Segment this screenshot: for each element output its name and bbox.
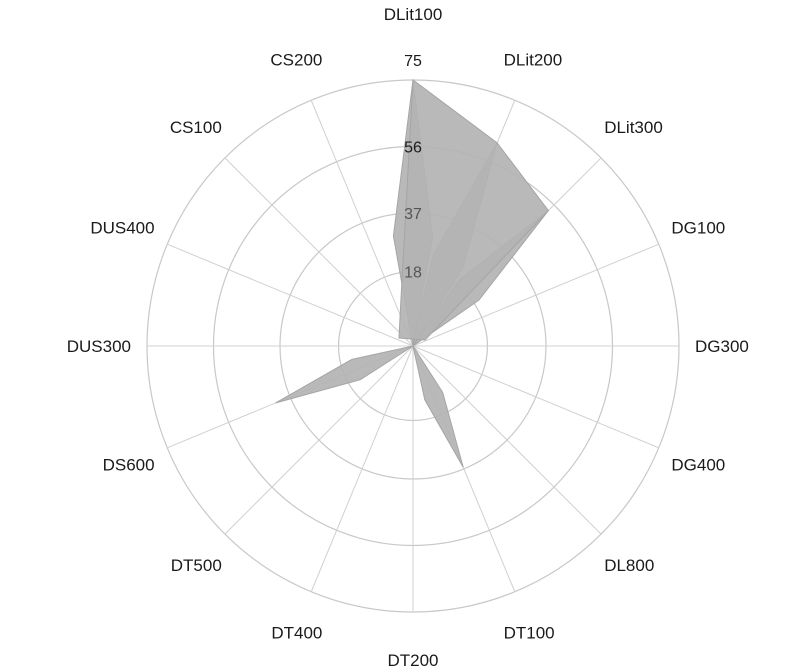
category-label-dl800: DL800 <box>604 556 654 575</box>
grid-spoke-dg400 <box>412 345 659 449</box>
category-label-dlit100: DLit100 <box>384 5 443 24</box>
area-shape-dlit <box>398 79 550 341</box>
category-label-cs100: CS100 <box>170 118 222 137</box>
category-label-dt200: DT200 <box>387 651 438 670</box>
category-label-dt100: DT100 <box>504 623 555 642</box>
category-label-cs200: CS200 <box>270 51 322 70</box>
category-label-dt400: DT400 <box>271 623 322 642</box>
grid-spoke-dt400 <box>310 345 414 592</box>
grid-spoke-dg100 <box>412 243 659 347</box>
category-label-dg100: DG100 <box>671 218 725 237</box>
tick-label-75: 75 <box>404 53 422 70</box>
grid-spoke-dt500 <box>224 345 414 535</box>
radar-area-group <box>275 79 550 468</box>
category-labels: DLit100 DLit200 DLit300 DG100 DG300 DG400 DL80… <box>67 5 749 670</box>
tick-label-18: 18 <box>404 265 422 282</box>
grid-spoke-cs100 <box>224 157 414 347</box>
grid-spoke-cs200 <box>310 100 414 347</box>
category-label-dlit300: DLit300 <box>604 118 663 137</box>
category-label-dg400: DG400 <box>671 456 725 475</box>
category-label-ds600: DS600 <box>103 456 155 475</box>
grid-spoke-dl800 <box>412 345 602 535</box>
category-label-dt500: DT500 <box>171 556 222 575</box>
category-label-dus400: DUS400 <box>90 218 154 237</box>
category-label-dlit200: DLit200 <box>504 51 563 70</box>
grid-spoke-dus400 <box>167 243 414 347</box>
area-wedge-ds600 <box>275 345 414 404</box>
area-wedge-dt100 <box>412 345 464 468</box>
tick-label-56: 56 <box>404 140 422 157</box>
radial-tick-labels: 18 37 56 75 <box>404 53 422 282</box>
tick-label-37: 37 <box>404 206 422 223</box>
category-label-dus300: DUS300 <box>67 337 131 356</box>
category-label-dg300: DG300 <box>695 337 749 356</box>
